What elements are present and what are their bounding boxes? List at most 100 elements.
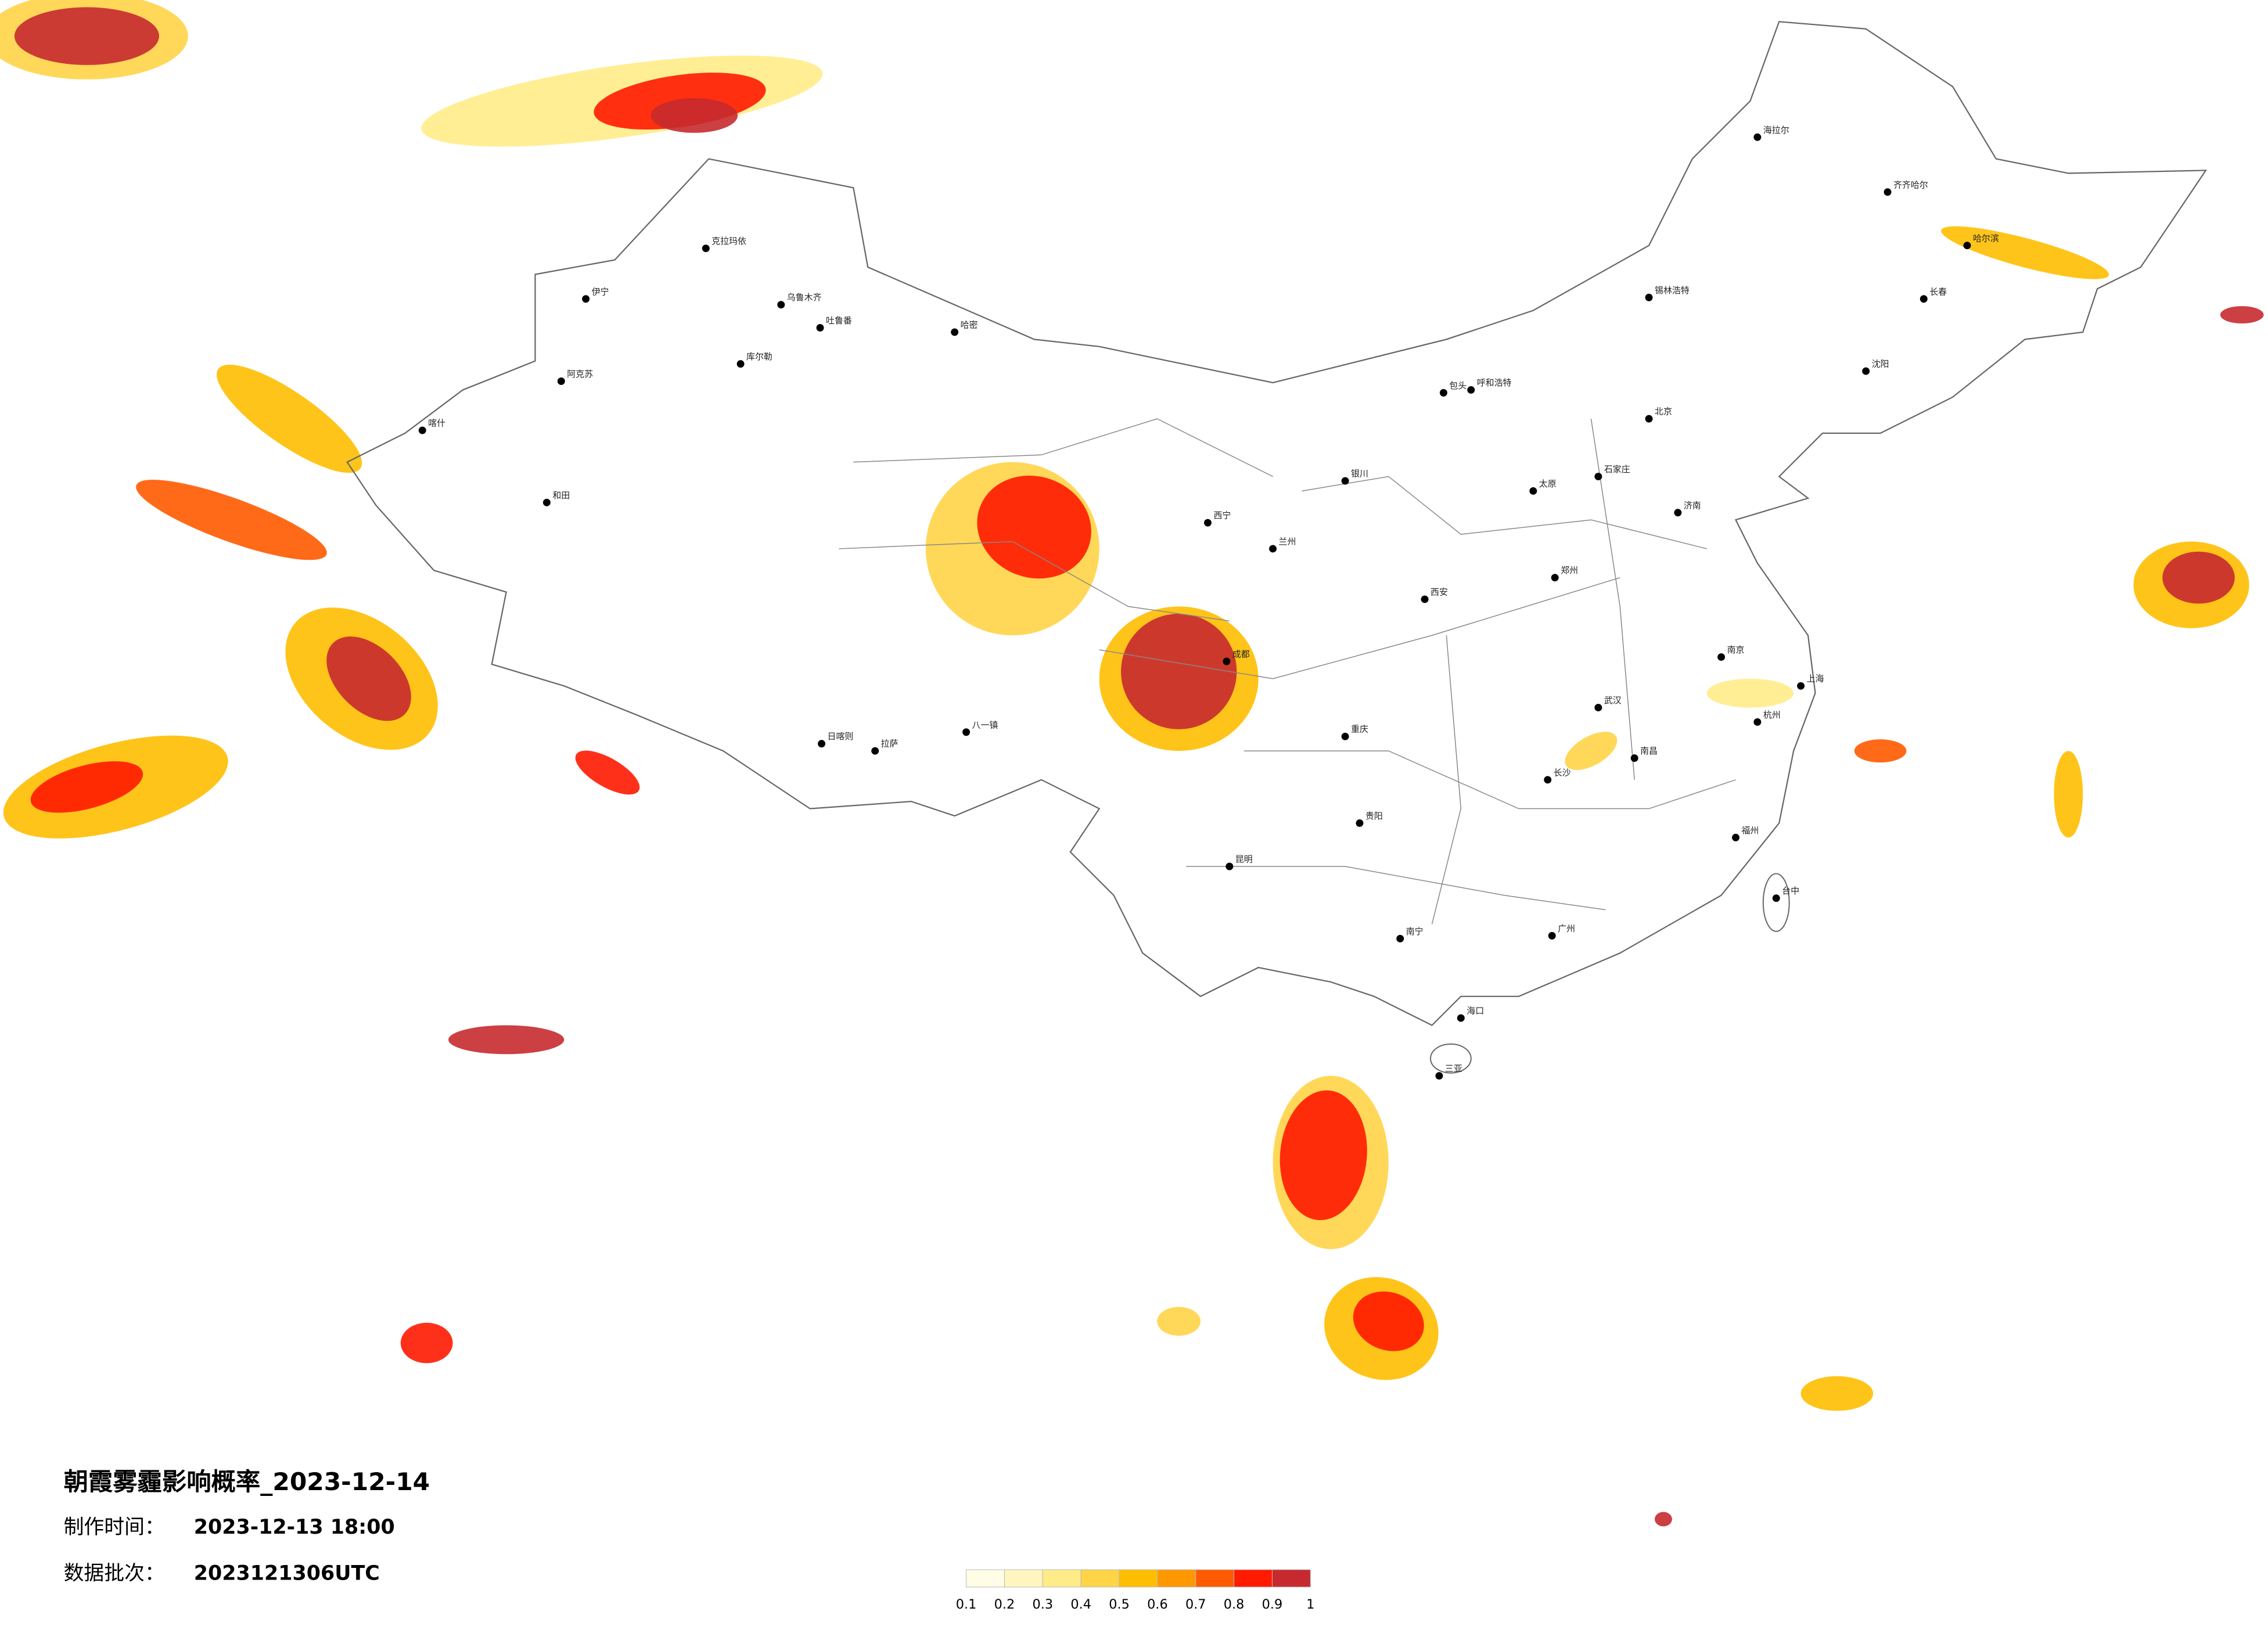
city-label: 克拉玛依 (711, 236, 746, 246)
city-label: 西安 (1430, 587, 1448, 598)
city-dot (1594, 473, 1602, 481)
city-label: 吐鲁番 (826, 315, 852, 326)
city-dot (1396, 934, 1404, 942)
city-dot (871, 747, 879, 755)
made-time: 2023-12-13 18:00 (194, 1516, 395, 1539)
city-label: 伊宁 (592, 286, 609, 297)
field-patch (2054, 751, 2083, 838)
colorbar-tick-label: 0.6 (1147, 1597, 1168, 1612)
colorbar-tick-label: 1 (1306, 1597, 1314, 1612)
city-label: 西宁 (1213, 510, 1231, 521)
city-label: 南京 (1727, 645, 1745, 655)
city-dot (1963, 242, 1971, 250)
field-patch (2162, 551, 2235, 604)
map-title: 朝霞雾霾影响概率_2023-12-14 (64, 1467, 430, 1496)
city-dot (1223, 657, 1231, 665)
field-patch (14, 7, 159, 65)
city-label: 南宁 (1406, 926, 1424, 937)
city-label: 重庆 (1351, 724, 1368, 735)
city-dot (702, 244, 710, 253)
city-dot (1421, 595, 1429, 603)
city-label: 哈密 (961, 319, 978, 330)
city-dot (1797, 682, 1805, 690)
city-dot (1884, 188, 1892, 196)
colorbar-swatch (1195, 1569, 1235, 1588)
field-patch (977, 476, 1091, 579)
city-dot (1269, 545, 1277, 553)
city-dot (542, 498, 551, 506)
city-label: 长春 (1929, 286, 1947, 297)
field-patch (575, 750, 640, 795)
city-dot (582, 295, 590, 303)
city-label: 长沙 (1554, 767, 1571, 778)
city-label: 乌鲁木齐 (787, 292, 822, 303)
city-label: 北京 (1655, 406, 1672, 417)
batch-label: 数据批次： (64, 1562, 165, 1585)
city-label: 银川 (1351, 469, 1368, 479)
city-dot (1732, 833, 1739, 841)
city-label: 八一镇 (972, 720, 998, 730)
city-dot (777, 301, 785, 309)
city-dot (1920, 295, 1928, 303)
field-patch (2220, 306, 2264, 324)
batch: 2023121306UTC (194, 1562, 380, 1585)
city-dot (1594, 704, 1602, 711)
city-label: 兰州 (1279, 536, 1296, 546)
colorbar-swatch (1042, 1569, 1081, 1588)
city-label: 广州 (1558, 923, 1575, 934)
city-label: 武汉 (1604, 695, 1622, 706)
colorbar-tick-label: 0.2 (994, 1597, 1015, 1612)
city-dot (1753, 718, 1762, 726)
city-dot (1467, 386, 1475, 394)
city-label: 福州 (1741, 825, 1759, 836)
city-label: 包头 (1449, 380, 1467, 391)
colorbar-swatch (1119, 1569, 1158, 1588)
city-label: 杭州 (1763, 710, 1781, 720)
city-label: 郑州 (1561, 565, 1578, 575)
city-label: 台中 (1782, 886, 1799, 896)
city-label: 沈阳 (1872, 359, 1889, 369)
city-label: 贵阳 (1365, 811, 1383, 821)
made-label: 制作时间： (64, 1516, 165, 1539)
hainan (1430, 1043, 1472, 1074)
colorbar-tick-label: 0.4 (1070, 1597, 1091, 1612)
city-label: 阿克苏 (567, 369, 593, 379)
city-dot (951, 328, 959, 336)
probability-field (0, 0, 2264, 1527)
field-patch (1706, 678, 1794, 708)
city-label: 上海 (1807, 674, 1824, 684)
city-label: 齐齐哈尔 (1893, 179, 1928, 190)
city-label: 海口 (1467, 1006, 1484, 1016)
colorbar-tick-label: 0.9 (1262, 1597, 1283, 1612)
field-patch (217, 365, 362, 473)
city-label: 昆明 (1235, 854, 1253, 865)
city-label: 石家庄 (1604, 464, 1630, 474)
city-label: 太原 (1539, 479, 1557, 489)
city-dot (1630, 754, 1638, 762)
field-patch (326, 636, 411, 721)
colorbar-swatch (1234, 1569, 1273, 1588)
colorbar-tick-label: 0.5 (1109, 1597, 1130, 1612)
city-dot (736, 360, 745, 368)
colorbar-swatch (1080, 1569, 1120, 1588)
city-dot (1544, 776, 1552, 784)
field-patch (1854, 739, 1907, 762)
city-dot (1204, 519, 1212, 527)
field-patch (1655, 1512, 1672, 1527)
field-patch (448, 1025, 565, 1055)
city-label: 南昌 (1640, 746, 1658, 756)
colorbar-tick-label: 0.8 (1224, 1597, 1245, 1612)
city-dot (1435, 1072, 1443, 1080)
field-patch (1565, 732, 1618, 770)
colorbar-tick-label: 0.1 (956, 1597, 977, 1612)
city-label: 喀什 (428, 418, 445, 429)
city-dot (1645, 415, 1653, 423)
field-patch (1121, 613, 1237, 729)
city-dot (557, 377, 565, 385)
city-label: 拉萨 (881, 739, 898, 749)
city-dot (1645, 293, 1653, 301)
city-dot (1717, 653, 1726, 661)
city-label: 海拉尔 (1763, 125, 1789, 135)
